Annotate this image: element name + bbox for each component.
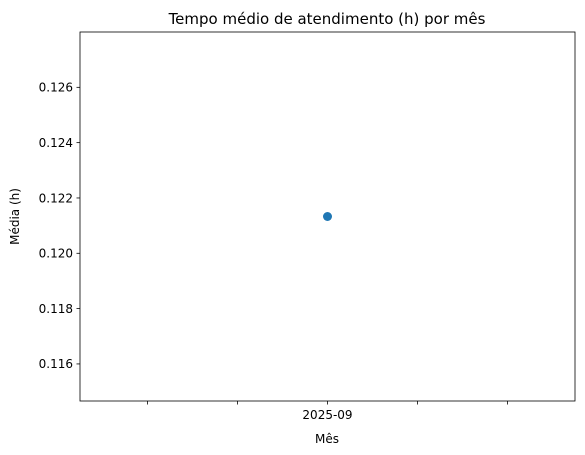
x-tick-label: 2025-09 — [302, 408, 352, 422]
y-tick-label: 0.116 — [39, 357, 73, 371]
y-tick-label: 0.118 — [39, 302, 73, 316]
data-point — [323, 212, 332, 221]
y-tick-label: 0.126 — [39, 81, 73, 95]
y-tick-label: 0.120 — [39, 247, 73, 261]
y-tick-label: 0.124 — [39, 136, 73, 150]
y-axis-ticks: 0.116 0.118 0.120 0.122 0.124 0.126 — [39, 81, 80, 371]
x-axis-ticks: 2025-09 — [147, 401, 508, 422]
chart-title: Tempo médio de atendimento (h) por mês — [168, 10, 486, 28]
data-points — [323, 212, 332, 221]
y-tick-label: 0.122 — [39, 191, 73, 205]
y-axis-label: Média (h) — [8, 188, 22, 245]
x-axis-label: Mês — [315, 432, 339, 446]
